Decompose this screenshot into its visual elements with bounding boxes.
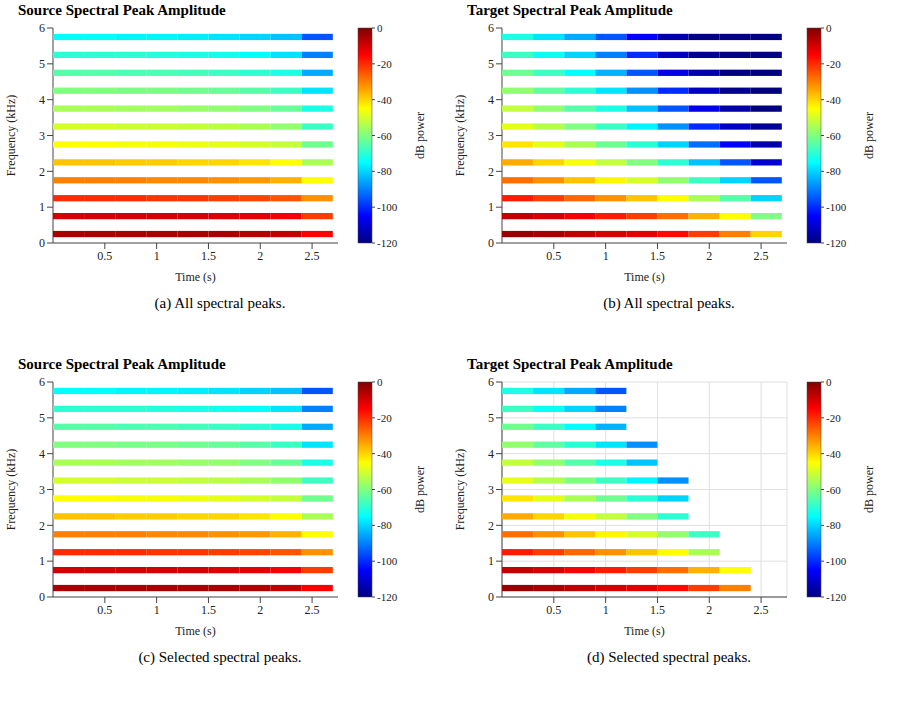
svg-text:0.5: 0.5 <box>97 603 112 617</box>
svg-text:2: 2 <box>257 603 263 617</box>
svg-text:2.5: 2.5 <box>754 603 769 617</box>
svg-text:4: 4 <box>488 447 494 461</box>
svg-text:-40: -40 <box>377 94 392 106</box>
svg-text:0.5: 0.5 <box>546 603 561 617</box>
svg-text:0.5: 0.5 <box>97 249 112 263</box>
svg-text:-120: -120 <box>826 591 847 603</box>
svg-text:Time (s): Time (s) <box>624 270 665 284</box>
svg-text:-100: -100 <box>826 201 847 213</box>
svg-text:1.5: 1.5 <box>201 603 216 617</box>
svg-text:-120: -120 <box>377 591 398 603</box>
svg-text:-100: -100 <box>826 555 847 567</box>
svg-text:Time (s): Time (s) <box>624 624 665 638</box>
svg-text:dB power: dB power <box>413 466 427 513</box>
svg-text:1: 1 <box>603 249 609 263</box>
svg-text:1: 1 <box>603 603 609 617</box>
svg-text:-20: -20 <box>826 58 841 70</box>
svg-text:2: 2 <box>706 603 712 617</box>
svg-text:2: 2 <box>488 519 494 533</box>
svg-text:Time (s): Time (s) <box>175 270 216 284</box>
svg-text:-20: -20 <box>377 58 392 70</box>
svg-text:2: 2 <box>39 165 45 179</box>
html-text:(c) Selected spectral peaks.: (c) Selected spectral peaks. <box>138 649 302 665</box>
svg-text:2: 2 <box>257 249 263 263</box>
html-text:Target Spectral Peak Amplitude: Target Spectral Peak Amplitude <box>467 2 673 18</box>
svg-text:3: 3 <box>488 483 494 497</box>
svg-text:2.5: 2.5 <box>305 249 320 263</box>
svg-text:6: 6 <box>39 375 45 389</box>
html-text:(d) Selected spectral peaks.: (d) Selected spectral peaks. <box>587 649 751 665</box>
svg-text:0: 0 <box>488 236 494 250</box>
svg-text:-20: -20 <box>377 412 392 424</box>
svg-text:-120: -120 <box>377 237 398 249</box>
svg-text:6: 6 <box>39 21 45 35</box>
svg-text:0: 0 <box>39 590 45 604</box>
svg-text:-60: -60 <box>826 484 841 496</box>
svg-text:Frequency (kHz): Frequency (kHz) <box>453 449 467 531</box>
svg-text:1: 1 <box>488 200 494 214</box>
svg-text:4: 4 <box>488 93 494 107</box>
svg-text:2: 2 <box>39 519 45 533</box>
svg-text:1: 1 <box>39 554 45 568</box>
svg-text:-80: -80 <box>826 519 841 531</box>
svg-text:4: 4 <box>39 447 45 461</box>
svg-text:2.5: 2.5 <box>754 249 769 263</box>
svg-text:Time (s): Time (s) <box>175 624 216 638</box>
svg-text:5: 5 <box>39 57 45 71</box>
svg-text:5: 5 <box>39 411 45 425</box>
svg-text:2: 2 <box>706 249 712 263</box>
svg-text:Frequency (kHz): Frequency (kHz) <box>453 95 467 177</box>
svg-text:-80: -80 <box>377 165 392 177</box>
svg-text:1: 1 <box>488 554 494 568</box>
svg-text:1.5: 1.5 <box>650 249 665 263</box>
svg-text:-20: -20 <box>826 412 841 424</box>
svg-text:-40: -40 <box>826 448 841 460</box>
svg-text:-60: -60 <box>377 484 392 496</box>
svg-text:1: 1 <box>39 200 45 214</box>
svg-text:1.5: 1.5 <box>201 249 216 263</box>
svg-text:0.5: 0.5 <box>546 249 561 263</box>
svg-text:0: 0 <box>826 22 832 34</box>
svg-text:1: 1 <box>154 249 160 263</box>
html-text:(b) All spectral peaks.: (b) All spectral peaks. <box>603 295 735 311</box>
svg-text:Frequency (kHz): Frequency (kHz) <box>4 449 18 531</box>
svg-text:-80: -80 <box>826 165 841 177</box>
svg-text:6: 6 <box>488 21 494 35</box>
svg-text:5: 5 <box>488 411 494 425</box>
svg-text:4: 4 <box>39 93 45 107</box>
svg-text:0: 0 <box>39 236 45 250</box>
svg-text:-40: -40 <box>377 448 392 460</box>
svg-text:-60: -60 <box>377 130 392 142</box>
svg-text:-60: -60 <box>826 130 841 142</box>
svg-text:2.5: 2.5 <box>305 603 320 617</box>
svg-text:0: 0 <box>826 376 832 388</box>
svg-text:-100: -100 <box>377 555 398 567</box>
svg-text:-40: -40 <box>826 94 841 106</box>
html-text:Source Spectral Peak Amplitude: Source Spectral Peak Amplitude <box>18 2 226 18</box>
html-text:Source Spectral Peak Amplitude: Source Spectral Peak Amplitude <box>18 356 226 372</box>
html-text:Target Spectral Peak Amplitude: Target Spectral Peak Amplitude <box>467 356 673 372</box>
svg-text:1.5: 1.5 <box>650 603 665 617</box>
svg-text:0: 0 <box>488 590 494 604</box>
svg-text:1: 1 <box>154 603 160 617</box>
svg-text:5: 5 <box>488 57 494 71</box>
svg-text:6: 6 <box>488 375 494 389</box>
svg-text:dB power: dB power <box>862 112 876 159</box>
svg-text:3: 3 <box>39 129 45 143</box>
svg-text:2: 2 <box>488 165 494 179</box>
svg-text:3: 3 <box>488 129 494 143</box>
svg-text:Frequency (kHz): Frequency (kHz) <box>4 95 18 177</box>
svg-text:dB power: dB power <box>413 112 427 159</box>
svg-text:dB power: dB power <box>862 466 876 513</box>
svg-text:0: 0 <box>377 22 383 34</box>
svg-text:3: 3 <box>39 483 45 497</box>
svg-text:0: 0 <box>377 376 383 388</box>
svg-text:-100: -100 <box>377 201 398 213</box>
html-text:(a) All spectral peaks.: (a) All spectral peaks. <box>154 295 286 311</box>
svg-text:-120: -120 <box>826 237 847 249</box>
svg-text:-80: -80 <box>377 519 392 531</box>
